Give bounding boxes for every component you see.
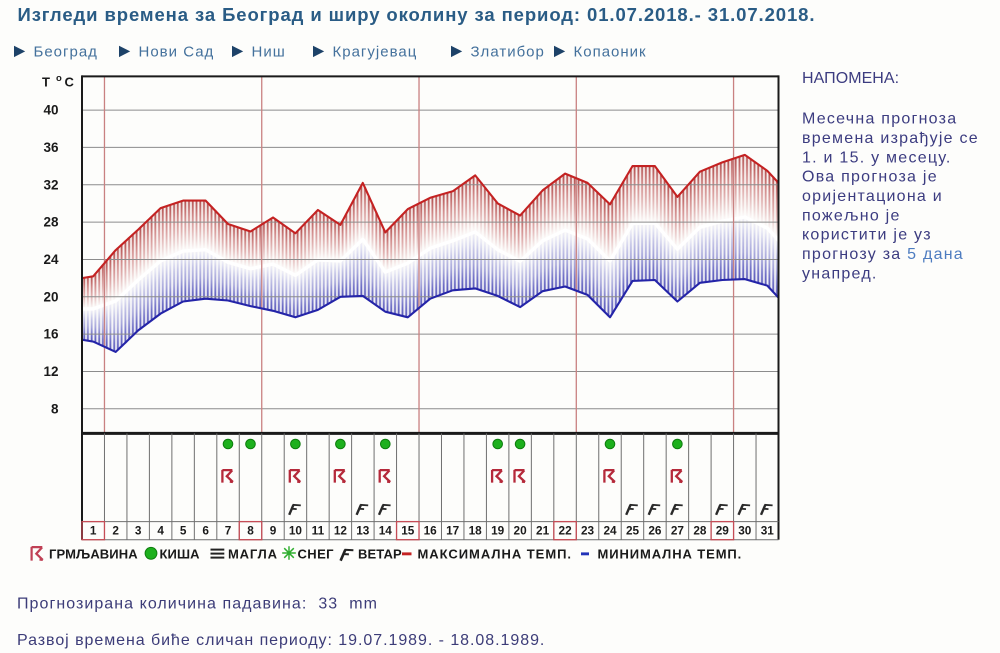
svg-text:пожељно је: пожељно је (802, 207, 901, 224)
svg-text:ГРМЉАВИНА: ГРМЉАВИНА (49, 547, 138, 562)
svg-text:25: 25 (626, 524, 640, 538)
svg-text:18: 18 (469, 524, 483, 538)
svg-text:Ниш: Ниш (252, 43, 286, 60)
svg-text:24: 24 (603, 524, 617, 538)
svg-text:Месечна прогноза: Месечна прогноза (802, 111, 957, 128)
svg-text:19: 19 (491, 524, 505, 538)
svg-text:14: 14 (379, 524, 393, 538)
svg-text:Развој времена биће сличан пер: Развој времена биће сличан периоду: 19.0… (17, 632, 545, 649)
svg-text:времена израђује се: времена израђује се (802, 130, 979, 147)
svg-text:16: 16 (43, 327, 59, 342)
svg-text:Изгледи времена за Београд и ш: Изгледи времена за Београд и ширу околин… (18, 4, 816, 25)
svg-text:Београд: Београд (34, 43, 98, 60)
svg-text:4: 4 (157, 524, 164, 538)
svg-text:Копаоник: Копаоник (574, 43, 647, 60)
svg-text:13: 13 (356, 524, 370, 538)
svg-text:T: T (42, 75, 50, 90)
svg-text:оријентациона и: оријентациона и (802, 188, 943, 205)
svg-text:3: 3 (135, 524, 142, 538)
svg-text:6: 6 (202, 524, 209, 538)
svg-text:24: 24 (43, 252, 59, 267)
svg-text:12: 12 (334, 524, 348, 538)
svg-text:МАКСИМАЛНА ТЕМП.: МАКСИМАЛНА ТЕМП. (418, 547, 573, 562)
svg-text:o: o (56, 73, 62, 84)
svg-text:40: 40 (43, 103, 58, 118)
svg-text:28: 28 (693, 524, 707, 538)
svg-text:11: 11 (312, 524, 325, 538)
svg-text:23: 23 (581, 524, 595, 538)
svg-text:29: 29 (716, 524, 730, 538)
svg-text:1: 1 (90, 524, 97, 538)
svg-text:16: 16 (424, 524, 438, 538)
svg-text:Златибор: Златибор (471, 43, 545, 60)
svg-text:НАПОМЕНА:: НАПОМЕНА: (802, 70, 899, 87)
svg-text:МИНИМАЛНА ТЕМП.: МИНИМАЛНА ТЕМП. (598, 547, 743, 562)
svg-text:32: 32 (43, 177, 58, 192)
svg-text:10: 10 (289, 524, 303, 538)
svg-text:22: 22 (559, 524, 573, 538)
svg-text:унапред.: унапред. (802, 265, 878, 282)
svg-text:Нови Сад: Нови Сад (139, 43, 215, 60)
svg-text:Крагујевац: Крагујевац (333, 43, 418, 60)
svg-text:30: 30 (738, 524, 752, 538)
svg-text:36: 36 (43, 140, 59, 155)
svg-text:20: 20 (514, 524, 528, 538)
svg-text:27: 27 (671, 524, 685, 538)
svg-text:31: 31 (761, 524, 775, 538)
svg-text:21: 21 (536, 524, 550, 538)
svg-text:9: 9 (270, 524, 277, 538)
svg-text:20: 20 (43, 289, 58, 304)
svg-text:5: 5 (180, 524, 187, 538)
svg-text:СНЕГ: СНЕГ (298, 547, 335, 562)
svg-text:прогнозу за 5 дана: прогнозу за 5 дана (802, 246, 964, 263)
svg-text:28: 28 (43, 215, 59, 230)
svg-text:15: 15 (401, 524, 415, 538)
svg-text:C: C (65, 75, 75, 90)
svg-text:2: 2 (112, 524, 119, 538)
svg-text:користити је уз: користити је уз (802, 227, 932, 244)
svg-text:26: 26 (648, 524, 662, 538)
svg-text:12: 12 (43, 364, 58, 379)
svg-text:17: 17 (446, 524, 460, 538)
svg-text:7: 7 (225, 524, 232, 538)
svg-text:Ова прогноза је: Ова прогноза је (802, 169, 938, 186)
svg-text:Прогнозирана количина падавина: Прогнозирана количина падавина: 33 mm (17, 596, 378, 613)
svg-text:КИША: КИША (160, 547, 201, 562)
svg-text:8: 8 (51, 401, 59, 416)
svg-text:ВЕТАР: ВЕТАР (358, 547, 402, 562)
svg-text:8: 8 (247, 524, 254, 538)
svg-text:МАГЛА: МАГЛА (228, 547, 278, 562)
svg-text:1. и 15. у месецу.: 1. и 15. у месецу. (802, 149, 952, 166)
